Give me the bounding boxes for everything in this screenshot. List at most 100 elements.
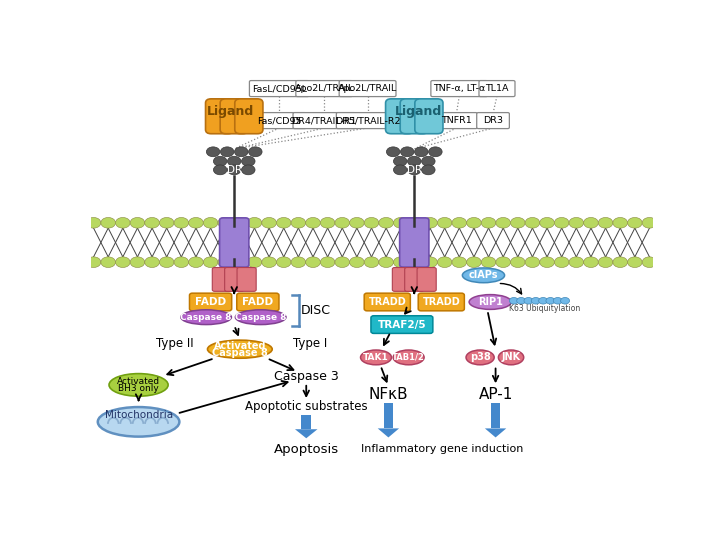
Circle shape xyxy=(407,156,421,166)
Text: Caspase 8: Caspase 8 xyxy=(235,313,287,322)
Text: TRADD: TRADD xyxy=(368,297,406,307)
Text: Type I: Type I xyxy=(293,336,327,350)
Circle shape xyxy=(306,217,320,228)
Circle shape xyxy=(627,217,642,228)
FancyBboxPatch shape xyxy=(417,268,436,292)
Text: DR: DR xyxy=(227,165,242,175)
Circle shape xyxy=(335,257,350,268)
Text: Apo2L/TRAIL: Apo2L/TRAIL xyxy=(338,84,397,93)
FancyBboxPatch shape xyxy=(293,112,356,128)
Circle shape xyxy=(115,217,130,228)
Circle shape xyxy=(189,257,203,268)
Circle shape xyxy=(584,257,598,268)
FancyBboxPatch shape xyxy=(431,80,488,96)
Circle shape xyxy=(643,217,657,228)
Text: Caspase 8: Caspase 8 xyxy=(180,313,232,322)
Circle shape xyxy=(393,257,408,268)
Circle shape xyxy=(437,217,452,228)
FancyBboxPatch shape xyxy=(399,218,429,267)
FancyBboxPatch shape xyxy=(252,112,306,128)
Ellipse shape xyxy=(393,350,424,365)
Text: FasL/CD95L: FasL/CD95L xyxy=(252,84,307,93)
Circle shape xyxy=(218,217,232,228)
FancyBboxPatch shape xyxy=(415,99,443,134)
FancyBboxPatch shape xyxy=(224,268,244,292)
Circle shape xyxy=(379,217,393,228)
FancyBboxPatch shape xyxy=(400,99,428,134)
Text: NFκB: NFκB xyxy=(369,387,408,402)
Circle shape xyxy=(101,217,115,228)
Circle shape xyxy=(189,217,203,228)
Text: Fas/CD95: Fas/CD95 xyxy=(257,116,301,125)
Circle shape xyxy=(452,257,467,268)
Circle shape xyxy=(203,217,218,228)
Circle shape xyxy=(553,297,562,304)
Circle shape xyxy=(320,257,335,268)
Ellipse shape xyxy=(181,310,232,325)
Circle shape xyxy=(555,257,569,268)
Circle shape xyxy=(234,147,248,157)
Ellipse shape xyxy=(361,350,391,365)
Text: Apoptotic substrates: Apoptotic substrates xyxy=(245,400,367,413)
Circle shape xyxy=(242,156,255,166)
FancyBboxPatch shape xyxy=(220,99,248,134)
Circle shape xyxy=(539,257,555,268)
Ellipse shape xyxy=(462,268,505,282)
Circle shape xyxy=(437,257,452,268)
Ellipse shape xyxy=(498,350,523,365)
Circle shape xyxy=(408,217,423,228)
Text: TRAF2/5: TRAF2/5 xyxy=(378,320,426,329)
Circle shape xyxy=(262,217,277,228)
Circle shape xyxy=(218,257,232,268)
FancyBboxPatch shape xyxy=(364,293,410,311)
Circle shape xyxy=(496,257,510,268)
Circle shape xyxy=(422,165,435,175)
Circle shape xyxy=(555,217,569,228)
Text: JNK: JNK xyxy=(502,352,521,362)
Polygon shape xyxy=(378,429,399,438)
Circle shape xyxy=(510,297,518,304)
Ellipse shape xyxy=(98,407,179,437)
Circle shape xyxy=(248,147,262,157)
Circle shape xyxy=(539,217,555,228)
Circle shape xyxy=(525,217,539,228)
Circle shape xyxy=(277,257,291,268)
Ellipse shape xyxy=(208,340,272,358)
FancyBboxPatch shape xyxy=(205,99,234,134)
Circle shape xyxy=(407,165,421,175)
Circle shape xyxy=(393,156,407,166)
FancyBboxPatch shape xyxy=(219,218,249,267)
Circle shape xyxy=(423,217,437,228)
FancyBboxPatch shape xyxy=(404,268,424,292)
Text: Inflammatory gene induction: Inflammatory gene induction xyxy=(361,444,523,454)
Circle shape xyxy=(546,297,555,304)
Text: Activated: Activated xyxy=(213,341,266,351)
Circle shape xyxy=(584,217,598,228)
Circle shape xyxy=(350,257,364,268)
Circle shape xyxy=(613,217,627,228)
Circle shape xyxy=(350,217,364,228)
Circle shape xyxy=(174,217,189,228)
Circle shape xyxy=(496,217,510,228)
Text: Ligand: Ligand xyxy=(207,104,254,118)
FancyBboxPatch shape xyxy=(212,268,232,292)
Circle shape xyxy=(130,217,144,228)
Text: DR: DR xyxy=(407,165,422,175)
Circle shape xyxy=(174,257,189,268)
Circle shape xyxy=(481,217,496,228)
Circle shape xyxy=(221,147,234,157)
Circle shape xyxy=(598,217,613,228)
Bar xyxy=(301,415,311,429)
Circle shape xyxy=(364,217,379,228)
Bar xyxy=(383,403,393,429)
FancyBboxPatch shape xyxy=(336,112,399,128)
Text: BH3 only: BH3 only xyxy=(118,384,159,393)
Circle shape xyxy=(379,257,393,268)
Polygon shape xyxy=(295,429,317,438)
Circle shape xyxy=(213,165,227,175)
Circle shape xyxy=(203,257,218,268)
Circle shape xyxy=(467,217,481,228)
Circle shape xyxy=(401,147,414,157)
Ellipse shape xyxy=(235,310,286,325)
FancyBboxPatch shape xyxy=(250,80,309,96)
